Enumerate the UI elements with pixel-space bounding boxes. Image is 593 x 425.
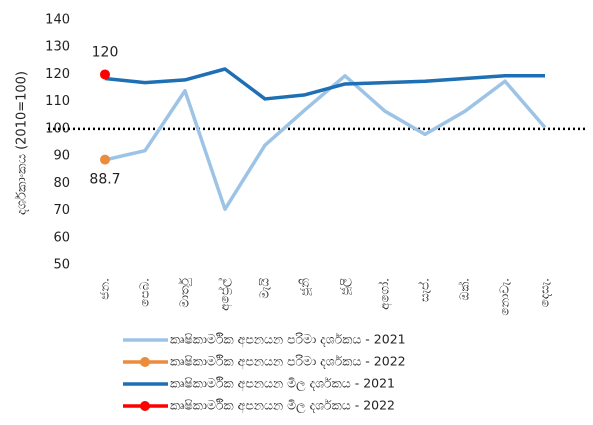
y-axis-label: දර්ශකාංකය (2010=100) <box>14 71 30 215</box>
x-tick-label: මැයි <box>258 278 272 299</box>
y-tick-label: 80 <box>53 176 70 191</box>
series-line <box>104 67 545 101</box>
x-tick-label: සැප්. <box>417 278 431 302</box>
y-tick-label: 90 <box>53 149 70 164</box>
legend-marker <box>140 357 150 367</box>
legend-label: කෘෂිකාර්මික අපනයන පරිමා දර්ශකය - 2021 <box>170 332 406 348</box>
y-tick-label: 110 <box>45 94 70 109</box>
y-tick-label: 120 <box>45 67 70 82</box>
legend-marker <box>140 401 150 411</box>
x-tick-label: ඔක්. <box>457 278 471 300</box>
y-tick-label: 60 <box>53 230 70 245</box>
x-tick-label: නොවැ. <box>498 278 512 316</box>
data-label: 88.7 <box>89 172 120 188</box>
x-tick-label: අගෝ. <box>378 278 393 310</box>
legend-label: කෘෂිකාර්මික අපනයන මිල දර්ශකය - 2021 <box>170 376 395 392</box>
x-tick-label: දෙසැ. <box>538 278 552 307</box>
data-label: 120 <box>92 44 119 60</box>
y-tick-label: 130 <box>45 40 70 55</box>
point-marker <box>100 154 110 165</box>
y-tick-label: 70 <box>53 203 70 218</box>
y-tick-label: 50 <box>53 258 70 273</box>
x-tick-label: ජූලි <box>338 278 353 295</box>
series-line <box>104 74 547 211</box>
legend-label: කෘෂිකාර්මික අපනයන මිල දර්ශකය - 2022 <box>170 398 395 414</box>
x-tick-label: පෙබ. <box>138 278 152 307</box>
y-tick-label: 100 <box>45 121 70 136</box>
x-tick-label: අප්‍රේල් <box>217 278 232 311</box>
x-tick-label: මාර්තු <box>178 277 192 307</box>
x-tick-label: ජන. <box>98 278 112 300</box>
y-tick-label: 140 <box>45 13 70 28</box>
legend-label: කෘෂිකාර්මික අපනයන පරිමා දර්ශකය - 2022 <box>170 354 406 370</box>
point-marker <box>100 69 110 80</box>
x-tick-label: ජූනි <box>298 278 313 296</box>
